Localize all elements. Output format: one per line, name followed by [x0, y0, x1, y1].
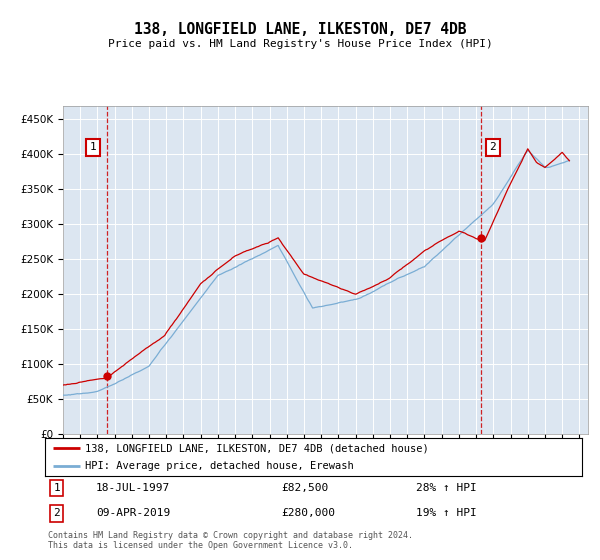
Text: Price paid vs. HM Land Registry's House Price Index (HPI): Price paid vs. HM Land Registry's House …: [107, 39, 493, 49]
Text: 19% ↑ HPI: 19% ↑ HPI: [416, 508, 476, 519]
Text: 1: 1: [89, 142, 97, 152]
Text: 2: 2: [53, 508, 60, 519]
Text: 18-JUL-1997: 18-JUL-1997: [96, 483, 170, 493]
Text: 1: 1: [53, 483, 60, 493]
Text: £280,000: £280,000: [281, 508, 335, 519]
Text: 09-APR-2019: 09-APR-2019: [96, 508, 170, 519]
Text: 138, LONGFIELD LANE, ILKESTON, DE7 4DB: 138, LONGFIELD LANE, ILKESTON, DE7 4DB: [134, 22, 466, 38]
Text: 28% ↑ HPI: 28% ↑ HPI: [416, 483, 476, 493]
Text: HPI: Average price, detached house, Erewash: HPI: Average price, detached house, Erew…: [85, 461, 354, 471]
Text: £82,500: £82,500: [281, 483, 329, 493]
Text: 138, LONGFIELD LANE, ILKESTON, DE7 4DB (detached house): 138, LONGFIELD LANE, ILKESTON, DE7 4DB (…: [85, 443, 429, 453]
Text: 2: 2: [490, 142, 496, 152]
Text: Contains HM Land Registry data © Crown copyright and database right 2024.
This d: Contains HM Land Registry data © Crown c…: [48, 531, 413, 550]
